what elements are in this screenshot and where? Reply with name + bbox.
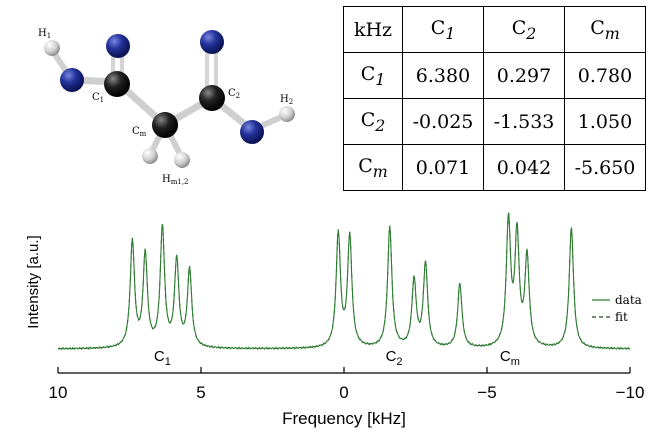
x-tick-label: 0 <box>339 383 348 402</box>
x-tick-label: −5 <box>477 383 496 402</box>
x-axis-label: Frequency [kHz] <box>282 409 406 428</box>
carbon-atom <box>152 112 178 138</box>
legend-data-label: data <box>615 293 642 307</box>
table-corner: kHz <box>343 6 403 53</box>
peak-group-label: Cm <box>500 348 520 368</box>
table-cell: -5.650 <box>564 144 646 191</box>
label-h2: H2 <box>280 94 293 106</box>
plot-series <box>57 212 631 351</box>
nitrogen-atom <box>240 120 264 144</box>
carbon-atom <box>104 71 130 97</box>
table-cell: -1.533 <box>483 98 565 145</box>
nitrogen-atom <box>60 68 84 92</box>
spectrum-chart: C1 C2 Cm 10 5 0 −5 −10 Frequency [kHz] Intensi… <box>25 212 645 428</box>
label-h1: H1 <box>38 28 51 40</box>
column-header: C1 <box>402 6 484 53</box>
row-header: Cm <box>343 144 403 191</box>
row-header: C2 <box>343 98 403 145</box>
table-cell: -0.025 <box>402 98 484 145</box>
label-c2: C2 <box>228 88 240 100</box>
hydrogen-atom <box>142 148 158 164</box>
x-ticks: 10 5 0 −5 −10 <box>49 367 645 402</box>
molecule-illustration: H1 C1 C2 Cm H2 Hm1,2 <box>38 28 295 186</box>
atom-labels: H1 C1 C2 Cm H2 Hm1,2 <box>38 28 293 186</box>
nitrogen-atom <box>106 34 130 58</box>
coupling-table: kHz C1 C2 Cm C1 6.380 0.297 0.780 C2 -0.… <box>343 6 646 191</box>
label-c1: C1 <box>92 92 104 104</box>
x-tick-label: −10 <box>616 383 645 402</box>
table-cell: 0.780 <box>564 52 646 99</box>
legend: data fit <box>592 293 642 324</box>
carbon-atom <box>199 85 225 111</box>
peak-group-label: C2 <box>386 348 403 368</box>
column-header: C2 <box>483 6 565 53</box>
table-cell: 0.071 <box>402 144 484 191</box>
table-row: Cm 0.071 0.042 -5.650 <box>343 144 646 191</box>
table-cell: 1.050 <box>564 98 646 145</box>
hydrogen-atom <box>44 40 60 56</box>
peak-group-label: C1 <box>154 348 171 368</box>
table-header-row: kHz C1 C2 Cm <box>343 6 646 53</box>
label-hm: Hm1,2 <box>162 174 189 186</box>
series-data-line <box>57 212 631 351</box>
group-labels: C1 C2 Cm <box>154 348 520 368</box>
table-row: C2 -0.025 -1.533 1.050 <box>343 98 646 145</box>
table-cell: 6.380 <box>402 52 484 99</box>
label-cm: Cm <box>132 126 147 138</box>
row-header: C1 <box>343 52 403 99</box>
hydrogen-atom <box>279 106 295 122</box>
nitrogen-atom <box>200 30 224 54</box>
table-cell: 0.042 <box>483 144 565 191</box>
hydrogen-atom <box>174 152 190 168</box>
x-tick-label: 5 <box>196 383 205 402</box>
x-tick-label: 10 <box>49 383 68 402</box>
column-header: Cm <box>564 6 646 53</box>
y-axis-label: Intensity [a.u.] <box>25 235 42 328</box>
atoms <box>44 30 295 168</box>
legend-fit-label: fit <box>615 310 628 324</box>
table-row: C1 6.380 0.297 0.780 <box>343 52 646 99</box>
table-cell: 0.297 <box>483 52 565 99</box>
